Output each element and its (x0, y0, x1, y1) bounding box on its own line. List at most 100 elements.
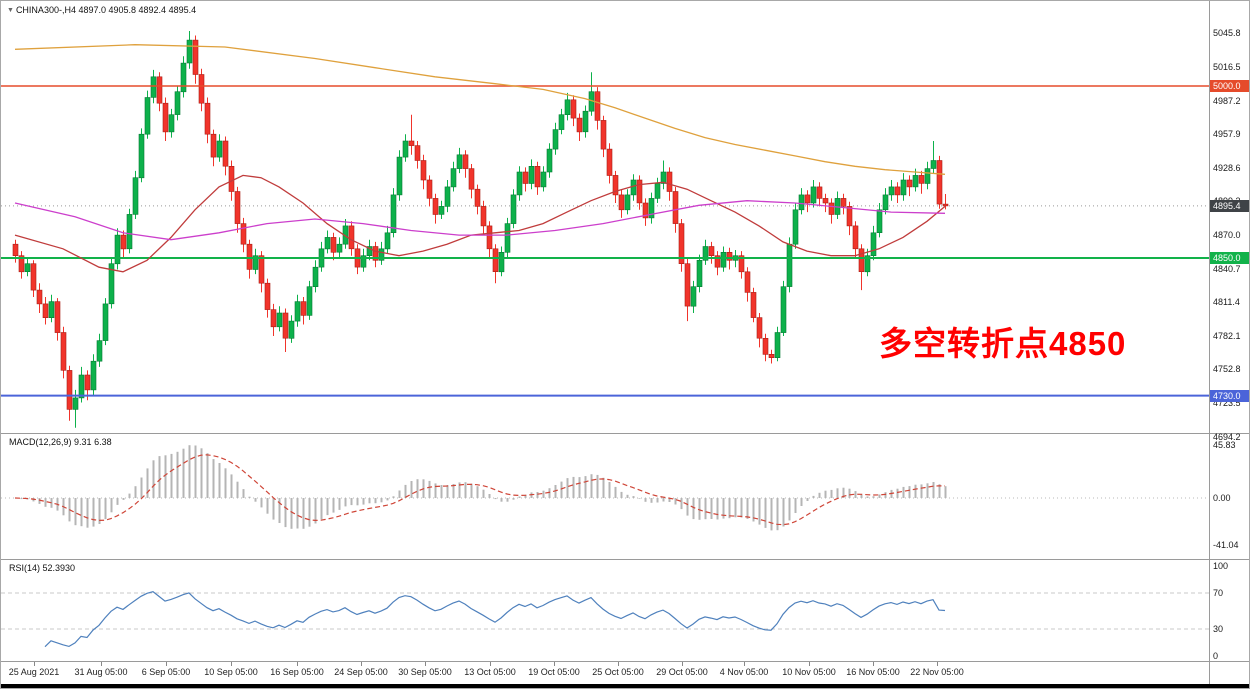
candle-body (816, 186, 823, 199)
candle-body (900, 179, 907, 196)
candle-body (156, 76, 163, 104)
panel-separator-macd-rsi[interactable] (1, 559, 1249, 560)
price-chart-canvas[interactable] (1, 1, 1209, 433)
candle-body (168, 114, 175, 133)
price-axis-label: 4987.2 (1213, 96, 1241, 106)
candle-body (216, 140, 223, 158)
annotation-text: 多空转折点4850 (879, 325, 1127, 362)
time-axis-label: 30 Sep 05:00 (398, 667, 452, 677)
time-axis-tick (744, 662, 745, 666)
candle-body (126, 214, 133, 250)
macd-axis-label: 0.00 (1213, 493, 1231, 503)
ma-magenta-line (14, 200, 946, 241)
candle-body (852, 225, 859, 250)
macd-axis-label: -41.04 (1213, 540, 1239, 550)
candle-body (828, 202, 835, 215)
candle-body (690, 286, 697, 307)
candlestick-series (12, 31, 949, 428)
candle-body (186, 39, 193, 64)
candle-body (786, 243, 793, 287)
candle-body (774, 332, 781, 359)
candle-body (204, 102, 211, 135)
candle-body (72, 397, 79, 410)
time-axis-tick (873, 662, 874, 666)
time-axis-label: 4 Nov 05:00 (719, 667, 769, 677)
candle-body (282, 312, 289, 339)
candle-body (324, 237, 331, 250)
candle-body (942, 203, 949, 207)
candle-body (642, 202, 649, 219)
collapse-triangle-icon[interactable]: ▼ (7, 7, 14, 14)
macd-signal-line (14, 454, 946, 526)
candle-body (600, 120, 607, 150)
time-axis-tick (618, 662, 619, 666)
time-axis-tick (361, 662, 362, 666)
candle-body (138, 133, 145, 179)
candle-body (252, 255, 259, 270)
candle-body (894, 186, 901, 196)
candle-body (408, 140, 415, 146)
candle-body (270, 309, 277, 328)
candle-body (846, 206, 853, 227)
candle-body (378, 248, 385, 261)
rsi-axis-label: 0 (1213, 651, 1219, 661)
candle-body (870, 232, 877, 257)
candle-body (882, 194, 889, 211)
time-axis-tick (166, 662, 167, 666)
candle-body (888, 186, 895, 196)
time-axis-tick (425, 662, 426, 666)
candle-body (24, 263, 31, 273)
candle-body (276, 312, 283, 328)
candle-body (612, 175, 619, 196)
chart-symbol-info: ▼ CHINA300-,H4 4897.0 4905.8 4892.4 4895.… (7, 5, 196, 15)
time-axis-label: 16 Nov 05:00 (846, 667, 900, 677)
rsi-panel-canvas[interactable] (1, 560, 1209, 661)
bid-price-badge: 4895.4 (1210, 200, 1249, 212)
panel-separator-main-macd[interactable] (1, 433, 1249, 434)
candle-body (804, 194, 811, 204)
candle-body (594, 91, 601, 121)
time-axis-tick (297, 662, 298, 666)
candle-body (66, 370, 73, 410)
candle-body (720, 252, 727, 268)
time-axis-label: 22 Nov 05:00 (910, 667, 964, 677)
time-axis-label: 19 Oct 05:00 (528, 667, 580, 677)
time-axis-tick (101, 662, 102, 666)
price-axis-label: 4840.7 (1213, 264, 1241, 274)
time-axis-label: 29 Oct 05:00 (656, 667, 708, 677)
candle-body (438, 206, 445, 215)
candle-body (504, 223, 511, 253)
candle-body (42, 303, 49, 318)
candle-body (498, 252, 505, 273)
candle-body (120, 234, 127, 250)
candle-body (228, 166, 235, 192)
price-axis-label: 4694.2 (1213, 432, 1241, 442)
price-scale-separator (1209, 1, 1210, 684)
price-axis-label: 4928.6 (1213, 163, 1241, 173)
price-line-badge: 4850.0 (1210, 252, 1249, 264)
time-axis-label: 6 Sep 05:00 (141, 667, 191, 677)
candle-body (102, 303, 109, 341)
candle-body (288, 320, 295, 339)
time-axis-label: 10 Nov 05:00 (782, 667, 836, 677)
candle-body (180, 62, 187, 93)
candle-body (840, 198, 847, 207)
candle-body (630, 179, 637, 196)
candle-body (564, 99, 571, 116)
time-axis-tick (34, 662, 35, 666)
candle-body (48, 301, 55, 319)
time-axis-tick (231, 662, 232, 666)
rsi-axis-label: 100 (1213, 561, 1229, 571)
candle-body (534, 166, 541, 188)
candle-body (114, 234, 121, 265)
rsi-line (44, 591, 946, 648)
time-axis-label: 24 Sep 05:00 (334, 667, 388, 677)
time-axis-label: 31 Aug 05:00 (74, 667, 128, 677)
rsi-title: RSI(14) (9, 563, 41, 573)
candle-body (336, 243, 343, 253)
macd-panel-canvas[interactable] (1, 434, 1209, 558)
macd-indicator-label: MACD(12,26,9) 9.31 6.38 (9, 437, 112, 447)
price-axis-label: 4811.4 (1213, 297, 1240, 307)
candle-body (708, 246, 715, 256)
